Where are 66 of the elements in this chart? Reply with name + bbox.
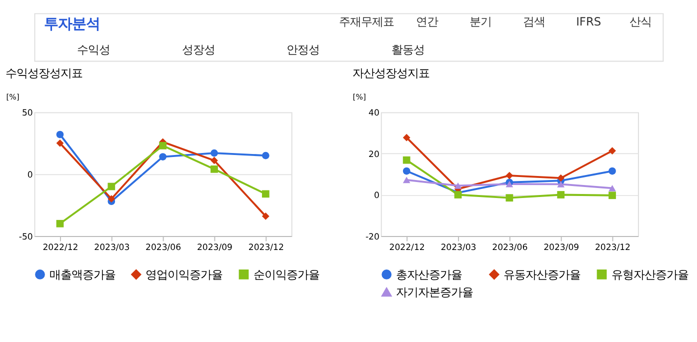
legend-label: 영업이익증가율 (146, 267, 223, 282)
legend-label: 총자산증가율 (396, 267, 462, 282)
point (210, 165, 218, 173)
point (608, 192, 616, 200)
point (56, 139, 64, 147)
text: 검색 (522, 14, 545, 29)
text: 안정성 (286, 42, 320, 56)
chart-title: 수익성장성지표 (6, 66, 83, 80)
point (402, 134, 410, 142)
point (210, 149, 218, 157)
legend-label: 유형자산증가율 (611, 267, 688, 282)
point (262, 152, 270, 160)
point (159, 153, 167, 160)
y-axis-title: [%] (6, 92, 20, 102)
y-tick-label: 0 (27, 170, 33, 180)
text: 성장성 (182, 42, 215, 56)
legend-label: 유동자산증가율 (504, 267, 581, 282)
y-tick-label: 20 (368, 150, 380, 160)
point (262, 190, 270, 198)
point (557, 191, 565, 198)
x-tick-label: 2022/12 (42, 242, 78, 253)
text: 활동성 (391, 42, 424, 56)
text: 주재무제표 (338, 14, 394, 29)
point (608, 147, 616, 154)
point (56, 130, 64, 138)
y-tick-label: -20 (365, 232, 380, 242)
legend-label: 순이익증가율 (253, 267, 320, 282)
point (402, 167, 410, 175)
point (506, 194, 514, 202)
chart-title: 자산성장성지표 (352, 66, 430, 80)
x-tick-label: 2023/09 (196, 242, 232, 253)
point (262, 212, 270, 220)
point (557, 181, 565, 188)
text: 연간 (416, 14, 438, 29)
point (506, 172, 514, 180)
point (608, 184, 616, 192)
x-tick-label: 2023/03 (440, 242, 476, 253)
legend-label: 매출액증가율 (50, 267, 116, 282)
x-tick-label: 2023/03 (94, 242, 130, 253)
x-tick-label: 2023/06 (492, 242, 528, 253)
x-tick-label: 2023/06 (146, 242, 182, 253)
y-axis-title: [%] (352, 92, 366, 102)
x-tick-label: 2023/12 (248, 242, 284, 253)
text: IFRS (576, 14, 602, 29)
point (608, 167, 616, 175)
point (557, 174, 565, 182)
point (108, 195, 116, 203)
point (402, 176, 410, 184)
text: 분기 (469, 14, 492, 29)
legend-label: 자기자본증가율 (396, 284, 474, 299)
x-tick-label: 2023/09 (544, 242, 580, 253)
point (159, 142, 167, 150)
point (108, 182, 116, 190)
point (454, 182, 462, 189)
point (56, 220, 64, 228)
point (210, 156, 218, 164)
y-tick-label: 50 (22, 108, 33, 119)
y-tick-label: 0 (374, 191, 380, 202)
y-tick-label: -50 (18, 232, 33, 242)
x-tick-label: 2022/12 (389, 242, 425, 253)
x-tick-label: 2023/12 (594, 242, 630, 253)
text: 수익성 (77, 42, 110, 56)
text: 투자분석 (44, 16, 100, 32)
text: 산식 (629, 14, 652, 29)
y-tick-label: 40 (368, 108, 380, 119)
point (402, 156, 410, 164)
